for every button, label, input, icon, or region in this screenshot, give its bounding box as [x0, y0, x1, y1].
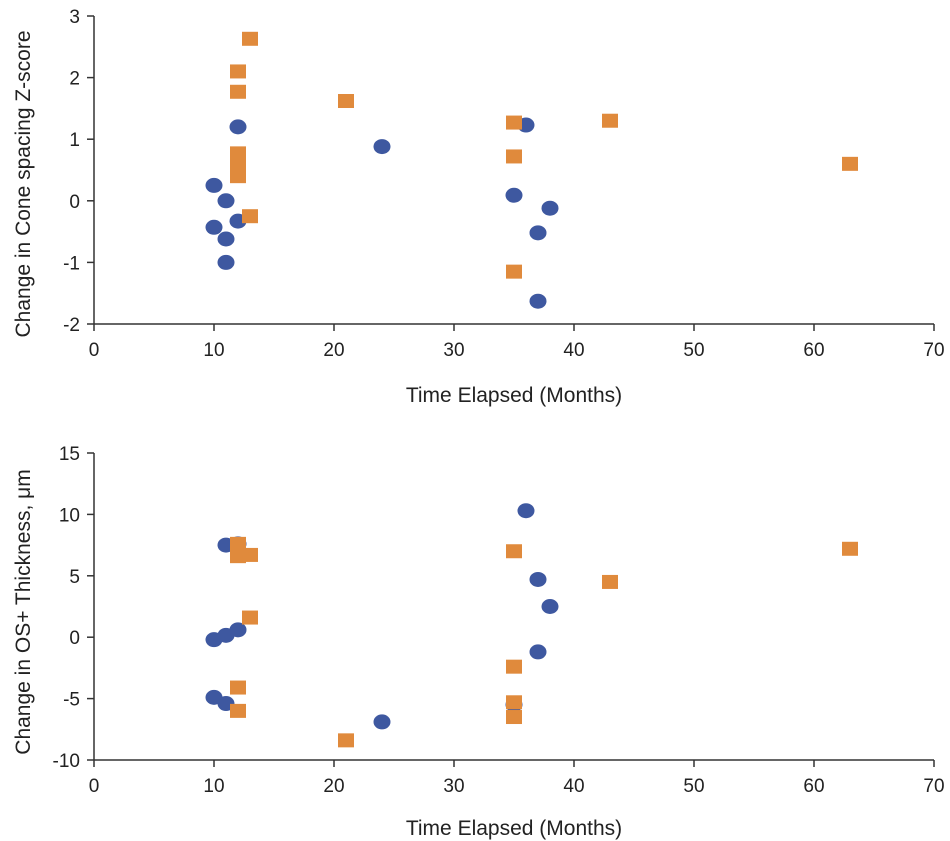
x-tick-label: 10: [203, 776, 224, 797]
x-tick-label: 0: [89, 340, 100, 361]
os-thickness-chart: -10 -5 0 5 10 15 0 10 20 30 40 50 60 70 Time Elapsed (…: [12, 444, 945, 840]
data-point-circle: [373, 714, 391, 730]
y-tick-label: 10: [59, 505, 80, 526]
data-point-circle: [205, 177, 223, 193]
x-tick-label: 70: [923, 776, 944, 797]
data-point-square: [230, 64, 246, 79]
data-point-square: [230, 703, 246, 718]
x-tick-label: 60: [803, 340, 824, 361]
data-point-circle: [529, 571, 547, 587]
data-point-circle: [529, 644, 547, 660]
x-tick-label: 40: [563, 340, 584, 361]
data-point-square: [506, 659, 522, 674]
data-point-square: [602, 574, 618, 589]
x-axis-title: Time Elapsed (Months): [406, 384, 622, 407]
data-point-circle: [517, 503, 535, 519]
data-point-circle: [229, 119, 247, 135]
y-tick-label: 2: [69, 69, 80, 90]
data-point-circle: [229, 622, 247, 638]
x-tick-label: 30: [443, 340, 464, 361]
data-point-square: [842, 156, 858, 171]
data-point-square: [506, 544, 522, 559]
data-point-circle: [217, 231, 235, 247]
x-tick-label: 20: [323, 340, 344, 361]
data-point-square: [506, 264, 522, 279]
data-point-square: [230, 536, 246, 551]
y-tick-label: -5: [63, 690, 80, 711]
y-tick-label: 3: [69, 7, 80, 28]
data-point-circle: [529, 225, 547, 241]
y-tick-label: 0: [69, 628, 80, 649]
y-tick-label: -10: [53, 751, 80, 772]
x-tick-label: 60: [803, 776, 824, 797]
y-axis-title: Change in Cone spacing Z-score: [12, 30, 35, 337]
y-tick-label: 15: [59, 444, 80, 465]
y-tick-label: 1: [69, 130, 80, 151]
x-tick-label: 50: [683, 340, 704, 361]
data-point-square: [506, 149, 522, 164]
data-point-square: [230, 169, 246, 184]
x-axis-title: Time Elapsed (Months): [406, 817, 622, 840]
data-point-circle: [541, 200, 559, 216]
data-point-circle: [505, 187, 523, 203]
data-point-circle: [541, 599, 559, 614]
data-point-square: [242, 31, 258, 46]
data-point-circle: [217, 193, 235, 209]
data-point-square: [230, 84, 246, 99]
x-tick-label: 20: [323, 776, 344, 797]
data-point-square: [506, 115, 522, 130]
y-tick-label: -2: [63, 315, 80, 336]
y-tick-label: 5: [69, 567, 80, 588]
y-tick-label: -1: [63, 253, 80, 274]
data-point-square: [230, 680, 246, 695]
data-point-square: [506, 695, 522, 710]
data-point-square: [338, 94, 354, 109]
data-point-circle: [217, 254, 235, 270]
data-point-square: [242, 547, 258, 562]
x-tick-label: 70: [923, 340, 944, 361]
x-tick-label: 30: [443, 776, 464, 797]
data-point-circle: [529, 293, 547, 309]
data-point-square: [242, 610, 258, 625]
data-point-square: [338, 733, 354, 748]
x-tick-label: 10: [203, 340, 224, 361]
x-tick-label: 0: [89, 776, 100, 797]
data-point-circle: [373, 139, 391, 155]
x-tick-label: 40: [563, 776, 584, 797]
data-point-circle: [205, 219, 223, 235]
data-point-square: [842, 541, 858, 556]
y-axis-title: Change in OS+ Thickness, μm: [12, 469, 35, 754]
data-point-square: [242, 209, 258, 224]
data-point-square: [506, 710, 522, 725]
x-tick-label: 50: [683, 776, 704, 797]
data-point-square: [602, 113, 618, 128]
y-tick-label: 0: [69, 192, 80, 213]
